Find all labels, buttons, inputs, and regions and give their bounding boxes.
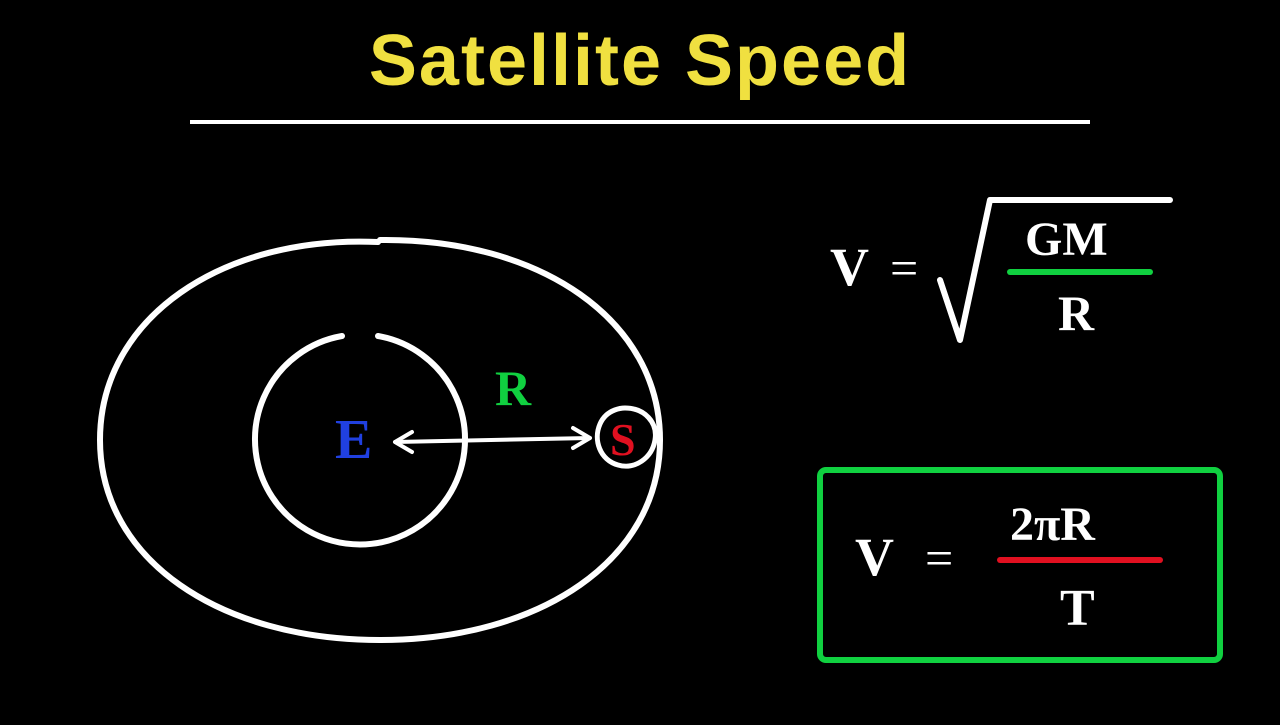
radius-arrow-line bbox=[395, 438, 590, 442]
f2-top: 2πR bbox=[1010, 498, 1096, 551]
satellite-label: S bbox=[610, 414, 636, 465]
formula-area: V = GM R V = 2πR T bbox=[800, 180, 1240, 700]
f1-eq: = bbox=[890, 240, 918, 296]
orbit-diagram: E S R bbox=[60, 180, 760, 720]
diagram-svg: E S R bbox=[60, 180, 760, 720]
f1-gm: GM bbox=[1025, 213, 1108, 266]
f1-v: V bbox=[830, 237, 869, 297]
earth-label: E bbox=[335, 409, 372, 471]
f2-v: V bbox=[855, 527, 894, 587]
title-underline bbox=[190, 120, 1090, 124]
f1-r: R bbox=[1058, 285, 1095, 341]
f2-eq: = bbox=[925, 530, 953, 586]
f2-t: T bbox=[1060, 580, 1095, 637]
radius-label: R bbox=[495, 360, 532, 416]
formula-svg: V = GM R V = 2πR T bbox=[800, 180, 1240, 700]
page-title: Satellite Speed bbox=[369, 20, 911, 102]
